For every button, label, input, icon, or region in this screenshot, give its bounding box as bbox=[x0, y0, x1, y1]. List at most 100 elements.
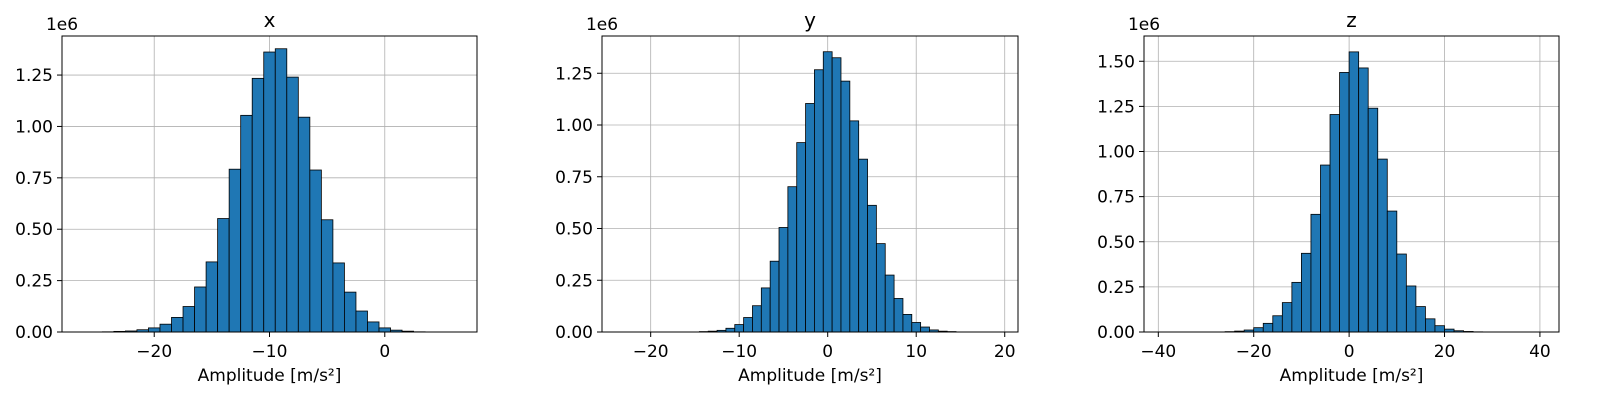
x-tick-label: −10 bbox=[721, 342, 757, 362]
histogram-bar bbox=[920, 326, 930, 333]
y-tick-label: 1.00 bbox=[15, 117, 53, 137]
histogram-bar bbox=[228, 168, 242, 333]
histogram-bar bbox=[760, 287, 771, 333]
y-tick-label: 1.00 bbox=[555, 116, 593, 136]
histogram-bar bbox=[1386, 210, 1398, 333]
histogram-bar bbox=[1291, 281, 1302, 333]
histogram-bar bbox=[1339, 72, 1350, 333]
y-tick-label: 1.50 bbox=[1097, 52, 1135, 72]
histogram-bar bbox=[1301, 252, 1312, 333]
y-tick-label: 0.50 bbox=[1097, 233, 1135, 253]
histogram-bar bbox=[1367, 107, 1379, 333]
x-tick-label: 10 bbox=[905, 342, 927, 362]
histogram-bar bbox=[159, 323, 172, 333]
y-tick-label: 0.25 bbox=[555, 271, 593, 291]
histogram-bar bbox=[332, 262, 345, 333]
histogram-bar bbox=[1348, 51, 1360, 333]
x-tick-label: 40 bbox=[1529, 342, 1551, 362]
histogram-bar bbox=[805, 103, 815, 333]
y-tick-label: 0.50 bbox=[15, 220, 53, 240]
histogram-bar bbox=[1405, 285, 1417, 333]
histogram-bars bbox=[698, 51, 957, 333]
x-axis-label: Amplitude [m/s²] bbox=[1280, 366, 1424, 386]
y-tick-label: 1.25 bbox=[1097, 97, 1135, 117]
y-tick-label: 0.00 bbox=[555, 323, 593, 343]
histogram-bar bbox=[1415, 306, 1426, 333]
histogram-bar bbox=[1310, 213, 1321, 333]
x-axis-label: Amplitude [m/s²] bbox=[738, 366, 882, 386]
histogram-bars bbox=[101, 48, 426, 333]
x-tick-label: 0 bbox=[379, 342, 390, 362]
histogram-bar bbox=[1396, 253, 1407, 333]
x-tick-label: −20 bbox=[633, 342, 669, 362]
y-offset-label: 1e6 bbox=[586, 15, 618, 35]
histogram-bar bbox=[778, 227, 789, 333]
histogram-bar bbox=[849, 120, 860, 333]
x-tick-label: 20 bbox=[1434, 342, 1456, 362]
histogram-bar bbox=[911, 322, 922, 333]
histogram-bar bbox=[893, 298, 904, 333]
axes-frame bbox=[601, 35, 1019, 333]
histogram-bar bbox=[858, 158, 868, 333]
histogram-bar bbox=[867, 204, 877, 333]
histogram-bar bbox=[309, 169, 322, 333]
x-tick-label: 0 bbox=[822, 342, 833, 362]
histogram-bar bbox=[831, 57, 842, 333]
histogram-bar bbox=[884, 274, 895, 333]
histogram-bar bbox=[148, 327, 161, 333]
y-offset-label: 1e6 bbox=[1128, 15, 1160, 35]
histogram-bar bbox=[734, 324, 745, 333]
y-tick-label: 0.75 bbox=[1097, 188, 1135, 208]
histogram-bar bbox=[217, 218, 230, 333]
histogram-bar bbox=[182, 306, 195, 333]
histogram-bar bbox=[355, 310, 368, 333]
histogram-bar bbox=[344, 291, 357, 333]
histogram-bar bbox=[1253, 327, 1264, 333]
histogram-bar bbox=[1281, 302, 1293, 333]
histogram-bar bbox=[367, 321, 380, 333]
y-tick-label: 1.00 bbox=[1097, 143, 1135, 163]
x-tick-label: −40 bbox=[1140, 342, 1176, 362]
y-offset-label: 1e6 bbox=[46, 15, 78, 35]
histogram-bar bbox=[251, 77, 265, 333]
subplot-x: −20 −10 0 0.00 0.25 0.50 0.75 1.00 1.25 1e6 x Ampli… bbox=[15, 8, 478, 386]
x-tick-label: −20 bbox=[136, 342, 172, 362]
y-tick-label: 0.25 bbox=[15, 272, 53, 292]
y-tick-label: 1.25 bbox=[555, 64, 593, 84]
subplot-title: z bbox=[1346, 8, 1357, 32]
y-tick-label: 0.00 bbox=[1097, 323, 1135, 343]
x-tick-label: 0 bbox=[1344, 342, 1355, 362]
subplot-z: −40 −20 0 20 40 0.00 0.25 0.50 0.75 1.00 1.25 1.50 1… bbox=[1097, 8, 1560, 386]
x-tick-label: −20 bbox=[1236, 342, 1272, 362]
histogram-bar bbox=[769, 260, 780, 333]
histogram-bar bbox=[902, 314, 913, 333]
subplot-title: y bbox=[804, 8, 816, 32]
histogram-bar bbox=[194, 286, 207, 333]
y-tick-label: 0.25 bbox=[1097, 278, 1135, 298]
axes-frame bbox=[1143, 35, 1560, 333]
histogram-bar bbox=[725, 327, 736, 333]
histogram-bar bbox=[286, 76, 299, 333]
histogram-bar bbox=[1425, 318, 1436, 333]
x-axis-label: Amplitude [m/s²] bbox=[198, 366, 342, 386]
histogram-bar bbox=[297, 116, 311, 333]
histogram-bar bbox=[1434, 325, 1445, 333]
histogram-bar bbox=[1262, 322, 1274, 333]
histogram-bar bbox=[1329, 114, 1340, 333]
histogram-bar bbox=[263, 51, 276, 333]
histogram-bars bbox=[1224, 51, 1484, 333]
histogram-bar bbox=[1377, 158, 1388, 333]
y-tick-label: 0.75 bbox=[555, 168, 593, 188]
histogram-bar bbox=[205, 261, 219, 333]
histogram-bar bbox=[840, 80, 851, 333]
histogram-bar bbox=[875, 243, 886, 333]
subplot-y: −20 −10 0 10 20 0.00 0.25 0.50 0.75 1.00 1.25 1e6 y A… bbox=[555, 8, 1019, 386]
histogram-bar bbox=[822, 51, 833, 333]
y-tick-label: 0.00 bbox=[15, 323, 53, 343]
y-tick-label: 0.75 bbox=[15, 169, 53, 189]
y-tick-label: 0.50 bbox=[555, 220, 593, 240]
histogram-bar bbox=[1272, 315, 1283, 333]
histogram-bar bbox=[787, 186, 798, 333]
histogram-bar bbox=[1358, 67, 1369, 333]
